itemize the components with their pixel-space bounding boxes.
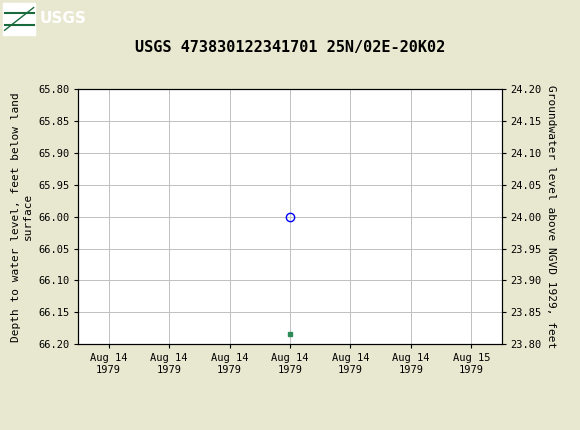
Bar: [3, 3, 35, 35]
Y-axis label: Depth to water level, feet below land
surface: Depth to water level, feet below land su…: [11, 92, 32, 341]
Text: USGS 473830122341701 25N/02E-20K02: USGS 473830122341701 25N/02E-20K02: [135, 40, 445, 55]
Y-axis label: Groundwater level above NGVD 1929, feet: Groundwater level above NGVD 1929, feet: [546, 85, 556, 348]
Text: USGS: USGS: [39, 12, 86, 26]
